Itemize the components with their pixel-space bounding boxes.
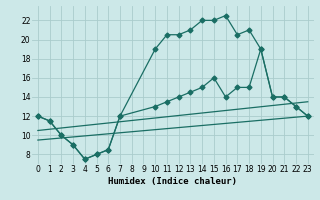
X-axis label: Humidex (Indice chaleur): Humidex (Indice chaleur)	[108, 177, 237, 186]
